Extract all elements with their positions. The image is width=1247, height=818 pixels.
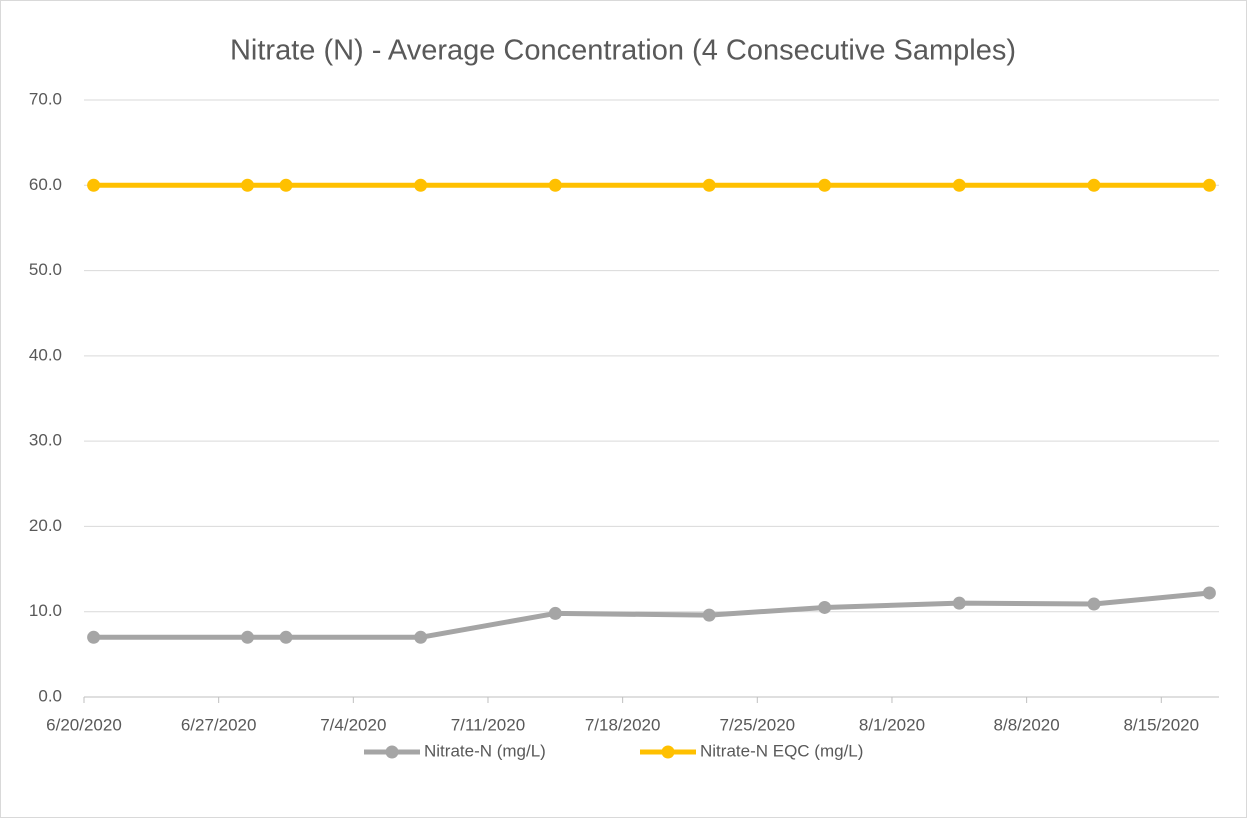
y-tick-label: 20.0 (29, 516, 62, 535)
marker (1087, 597, 1101, 611)
x-tick-label: 7/25/2020 (719, 715, 795, 734)
y-tick-label: 50.0 (29, 260, 62, 279)
marker (702, 608, 716, 622)
marker (818, 600, 832, 614)
y-tick-label: 0.0 (38, 686, 62, 705)
marker (952, 596, 966, 610)
x-tick-label: 7/18/2020 (585, 715, 661, 734)
marker (87, 178, 101, 192)
x-tick-label: 8/1/2020 (859, 715, 925, 734)
x-tick-label: 6/20/2020 (46, 715, 122, 734)
x-tick-label: 7/11/2020 (451, 715, 525, 734)
y-tick-label: 30.0 (29, 431, 62, 450)
marker (702, 178, 716, 192)
marker (87, 630, 101, 644)
marker (414, 178, 428, 192)
y-tick-label: 40.0 (29, 345, 62, 364)
marker (952, 178, 966, 192)
chart-title: Nitrate (N) - Average Concentration (4 C… (230, 35, 1016, 67)
marker (241, 630, 255, 644)
x-tick-label: 8/15/2020 (1123, 715, 1199, 734)
x-tick-label: 7/4/2020 (320, 715, 386, 734)
marker (241, 178, 255, 192)
y-tick-label: 70.0 (29, 89, 62, 108)
x-tick-label: 8/8/2020 (994, 715, 1060, 734)
y-tick-label: 60.0 (29, 175, 62, 194)
x-tick-label: 6/27/2020 (181, 715, 257, 734)
legend-label: Nitrate-N (mg/L) (424, 741, 546, 760)
marker (279, 630, 293, 644)
marker (548, 178, 562, 192)
marker (1202, 586, 1216, 600)
marker (1202, 178, 1216, 192)
legend-marker (661, 745, 675, 759)
legend-label: Nitrate-N EQC (mg/L) (700, 741, 863, 760)
marker (414, 630, 428, 644)
marker (279, 178, 293, 192)
legend-marker (385, 745, 399, 759)
marker (1087, 178, 1101, 192)
line (93, 590, 1210, 640)
marker (818, 178, 832, 192)
marker (548, 606, 562, 620)
y-tick-label: 10.0 (29, 601, 62, 620)
